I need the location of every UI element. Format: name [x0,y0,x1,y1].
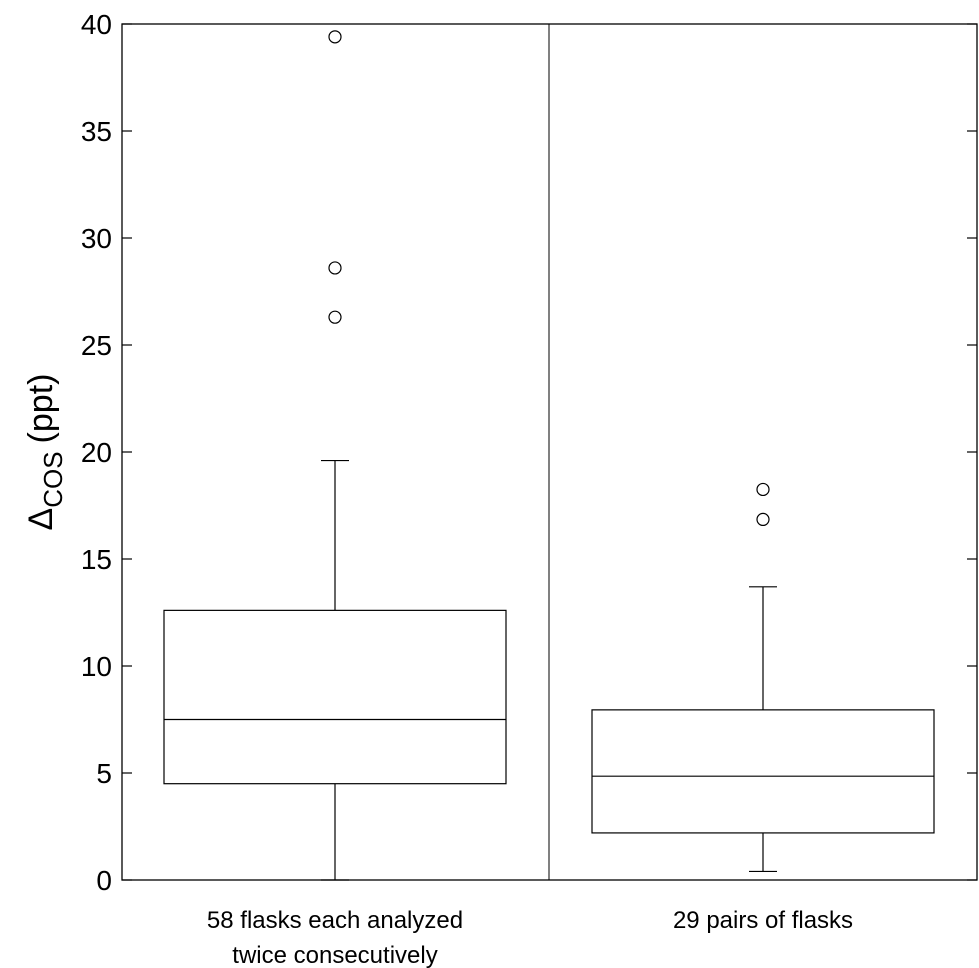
outlier-point [328,30,342,44]
y-tick-label: 15 [81,544,112,575]
y-tick-label: 40 [81,9,112,40]
category-label: 58 flasks each analyzed [207,907,463,934]
y-tick-label: 10 [81,651,112,682]
y-axis-label: ΔCOS(ppt) [22,374,68,531]
category-label: 29 pairs of flasks [673,907,853,934]
y-tick-label: 20 [81,437,112,468]
iqr-box [591,709,935,834]
iqr-box [163,609,507,785]
y-tick-label: 5 [96,758,112,789]
category-labels: 58 flasks each analyzed twice consecutive… [207,907,853,968]
boxes [163,30,935,881]
box-group [591,482,935,873]
y-axis-ticks: 0 5 10 15 20 25 30 35 40 [81,9,977,896]
y-tick-label: 35 [81,116,112,147]
outlier-point [328,261,342,275]
outlier-point [328,310,342,324]
box-group [163,30,507,881]
outlier-point [756,512,770,527]
y-tick-label: 30 [81,223,112,254]
y-tick-label: 25 [81,330,112,361]
y-tick-label: 0 [96,865,112,896]
outlier-point [756,482,770,497]
category-label: twice consecutively [232,942,437,968]
